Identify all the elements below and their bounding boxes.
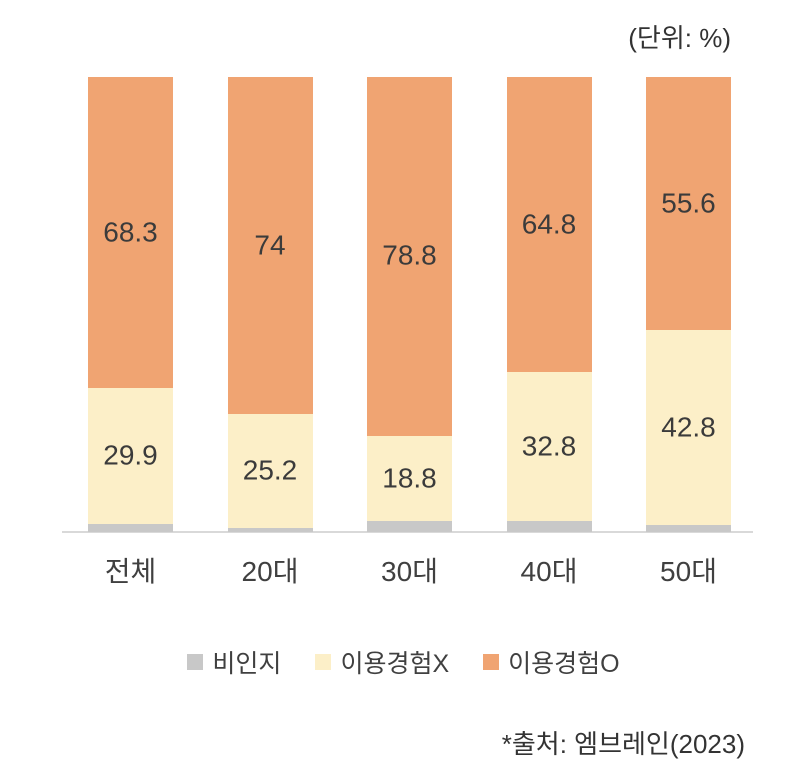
legend-swatch (187, 654, 204, 670)
legend-item: 이용경험O (483, 644, 620, 680)
category-label: 20대 (241, 556, 299, 587)
bar-column: 1.829.968.3전체 (88, 77, 173, 587)
bar-segment (227, 413, 313, 529)
bar-segment (367, 435, 452, 522)
value-label: 78.8 (382, 239, 437, 271)
value-label: 64.8 (521, 208, 577, 240)
value-label: 68.3 (103, 215, 158, 247)
legend-item: 비인지 (187, 644, 281, 680)
bar-segment (646, 524, 731, 532)
value-label: 55.6 (661, 187, 716, 219)
plot-area: 1.829.968.3전체0.825.27420대2.418.878.830대2… (62, 77, 753, 587)
unit-label: (단위: %) (628, 23, 731, 53)
bar-segment (367, 77, 452, 436)
bar-segment (506, 521, 592, 532)
value-label: 32.8 (521, 430, 577, 462)
category-label: 50대 (660, 556, 717, 587)
bar-segment (646, 330, 731, 525)
bar-segment (88, 387, 173, 524)
bar-segment (88, 77, 173, 388)
category-label: 전체 (104, 556, 157, 587)
category-label: 30대 (381, 556, 438, 587)
bar-segment (506, 77, 592, 372)
bar-segment (646, 77, 731, 330)
legend-swatch (483, 654, 500, 670)
legend: 비인지 이용경험X 이용경험O (0, 644, 807, 680)
category-label: 40대 (520, 556, 578, 587)
value-label: 74 (254, 228, 286, 260)
legend-label: 이용경험O (508, 650, 620, 678)
value-label: 29.9 (103, 439, 158, 471)
bar-segment (227, 528, 313, 532)
source-note: *출처: 엠브레인(2023) (501, 729, 745, 759)
bar-segment (367, 521, 452, 532)
legend-label: 비인지 (212, 650, 282, 678)
x-axis-line (62, 531, 753, 533)
legend-label: 이용경험X (340, 650, 450, 678)
value-label: 25.2 (242, 454, 298, 486)
legend-swatch (315, 654, 332, 670)
value-label: 18.8 (382, 461, 437, 493)
bar-segment (227, 77, 313, 414)
legend-item: 이용경험X (315, 644, 449, 680)
bar-segment (88, 523, 173, 532)
value-label: 42.8 (661, 410, 716, 442)
bar-segment (506, 371, 592, 522)
